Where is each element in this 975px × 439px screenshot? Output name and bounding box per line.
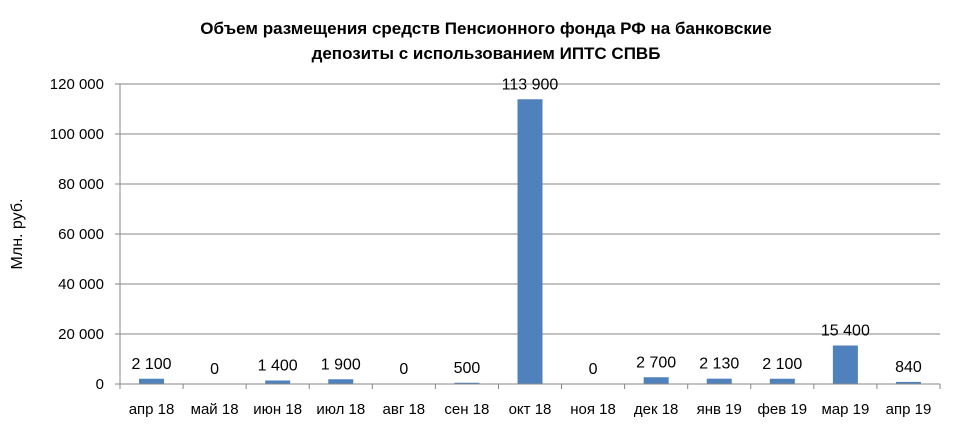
bar — [832, 345, 858, 384]
bar — [895, 381, 921, 384]
y-tick-label: 40 000 — [58, 276, 104, 293]
x-tick-label: апр 18 — [129, 401, 175, 418]
x-tick-label: авг 18 — [383, 401, 426, 418]
data-label: 2 700 — [636, 354, 676, 371]
data-label: 113 900 — [502, 76, 559, 93]
y-tick-label: 20 000 — [58, 326, 104, 343]
x-tick-label: ноя 18 — [570, 401, 616, 418]
x-tick-label: окт 18 — [509, 401, 552, 418]
chart-title-line2: депозиты с использованием ИПТС СПВБ — [312, 44, 661, 63]
x-tick-label: сен 18 — [444, 401, 489, 418]
data-label: 2 130 — [699, 356, 739, 373]
chart-title-line1: Объем размещения средств Пенсионного фон… — [200, 19, 771, 38]
data-label: 840 — [895, 359, 922, 376]
bar — [517, 99, 543, 384]
bar — [139, 378, 165, 384]
bar — [643, 377, 669, 384]
x-tick-labels: апр 18 май 18 июн 18 июл 18 авг 18 сен 18 окт … — [119, 384, 941, 418]
y-tick-label: 100 000 — [50, 126, 104, 143]
bar — [706, 378, 732, 384]
x-tick-label: мар 19 — [821, 401, 869, 418]
bar — [265, 380, 291, 384]
bars — [139, 99, 921, 384]
data-label: 0 — [399, 361, 408, 378]
x-tick-label: фев 19 — [758, 401, 808, 418]
y-tick-label: 0 — [96, 376, 104, 393]
y-tick-labels: 0 20 000 40 000 60 000 80 000 100 000 120 000 — [50, 76, 120, 393]
y-axis-label: Млн. руб. — [9, 199, 26, 270]
data-label: 2 100 — [132, 356, 172, 373]
x-tick-label: июл 18 — [316, 401, 365, 418]
data-label: 1 900 — [321, 356, 361, 373]
data-label: 0 — [210, 361, 219, 378]
x-tick-label: май 18 — [191, 401, 239, 418]
data-label: 1 400 — [258, 358, 298, 375]
bar — [328, 379, 354, 384]
y-tick-label: 80 000 — [58, 176, 104, 193]
x-tick-label: июн 18 — [253, 401, 302, 418]
x-tick-label: янв 19 — [697, 401, 742, 418]
bar — [454, 382, 480, 384]
data-label: 0 — [589, 361, 598, 378]
data-label: 500 — [454, 360, 481, 377]
bar — [769, 378, 795, 384]
data-label: 15 400 — [821, 323, 870, 340]
y-tick-label: 60 000 — [58, 226, 104, 243]
data-label: 2 100 — [762, 356, 802, 373]
y-tick-label: 120 000 — [50, 76, 104, 93]
data-labels: 2 100 0 1 400 1 900 0 500 113 900 0 2 700 2 130 2 … — [132, 76, 922, 378]
x-tick-label: дек 18 — [634, 401, 679, 418]
x-tick-label: апр 19 — [886, 401, 932, 418]
